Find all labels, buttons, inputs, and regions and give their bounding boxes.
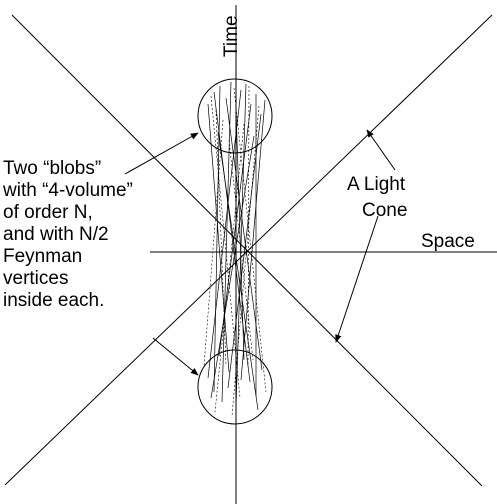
blobs-description-line-4: and with N/2 — [3, 224, 109, 245]
light-cone-label: A Light Cone — [347, 174, 410, 221]
arrow-to-light-cone-upper — [366, 129, 396, 171]
blobs-description-line-1: Two “blobs” — [3, 158, 101, 179]
upper-blob — [197, 78, 273, 154]
blobs-description-line-3: of order N, — [3, 202, 93, 223]
space-axis-label: Space — [421, 231, 475, 252]
arrow-to-lower-blob — [152, 337, 199, 376]
time-axis-label: Time — [221, 15, 242, 57]
light-cone-line-falling — [11, 14, 483, 487]
particle-worldlines — [203, 81, 267, 417]
blobs-description-line-5: Feynman — [3, 246, 82, 267]
arrow-to-upper-blob — [124, 132, 199, 175]
blobs-description-line-6: vertices — [3, 268, 68, 289]
blobs-description-line-7: inside each. — [3, 290, 104, 311]
arrow-to-light-cone-lower — [335, 215, 379, 343]
lower-blob — [197, 349, 273, 425]
blobs-description-line-2: with “4-volume” — [2, 180, 133, 201]
light-cone-label-line-2: Cone — [362, 200, 407, 221]
light-cone-label-line-1: A Light — [347, 174, 406, 195]
blobs-description: Two “blobs” with “4-volume” of order N, … — [2, 158, 138, 311]
